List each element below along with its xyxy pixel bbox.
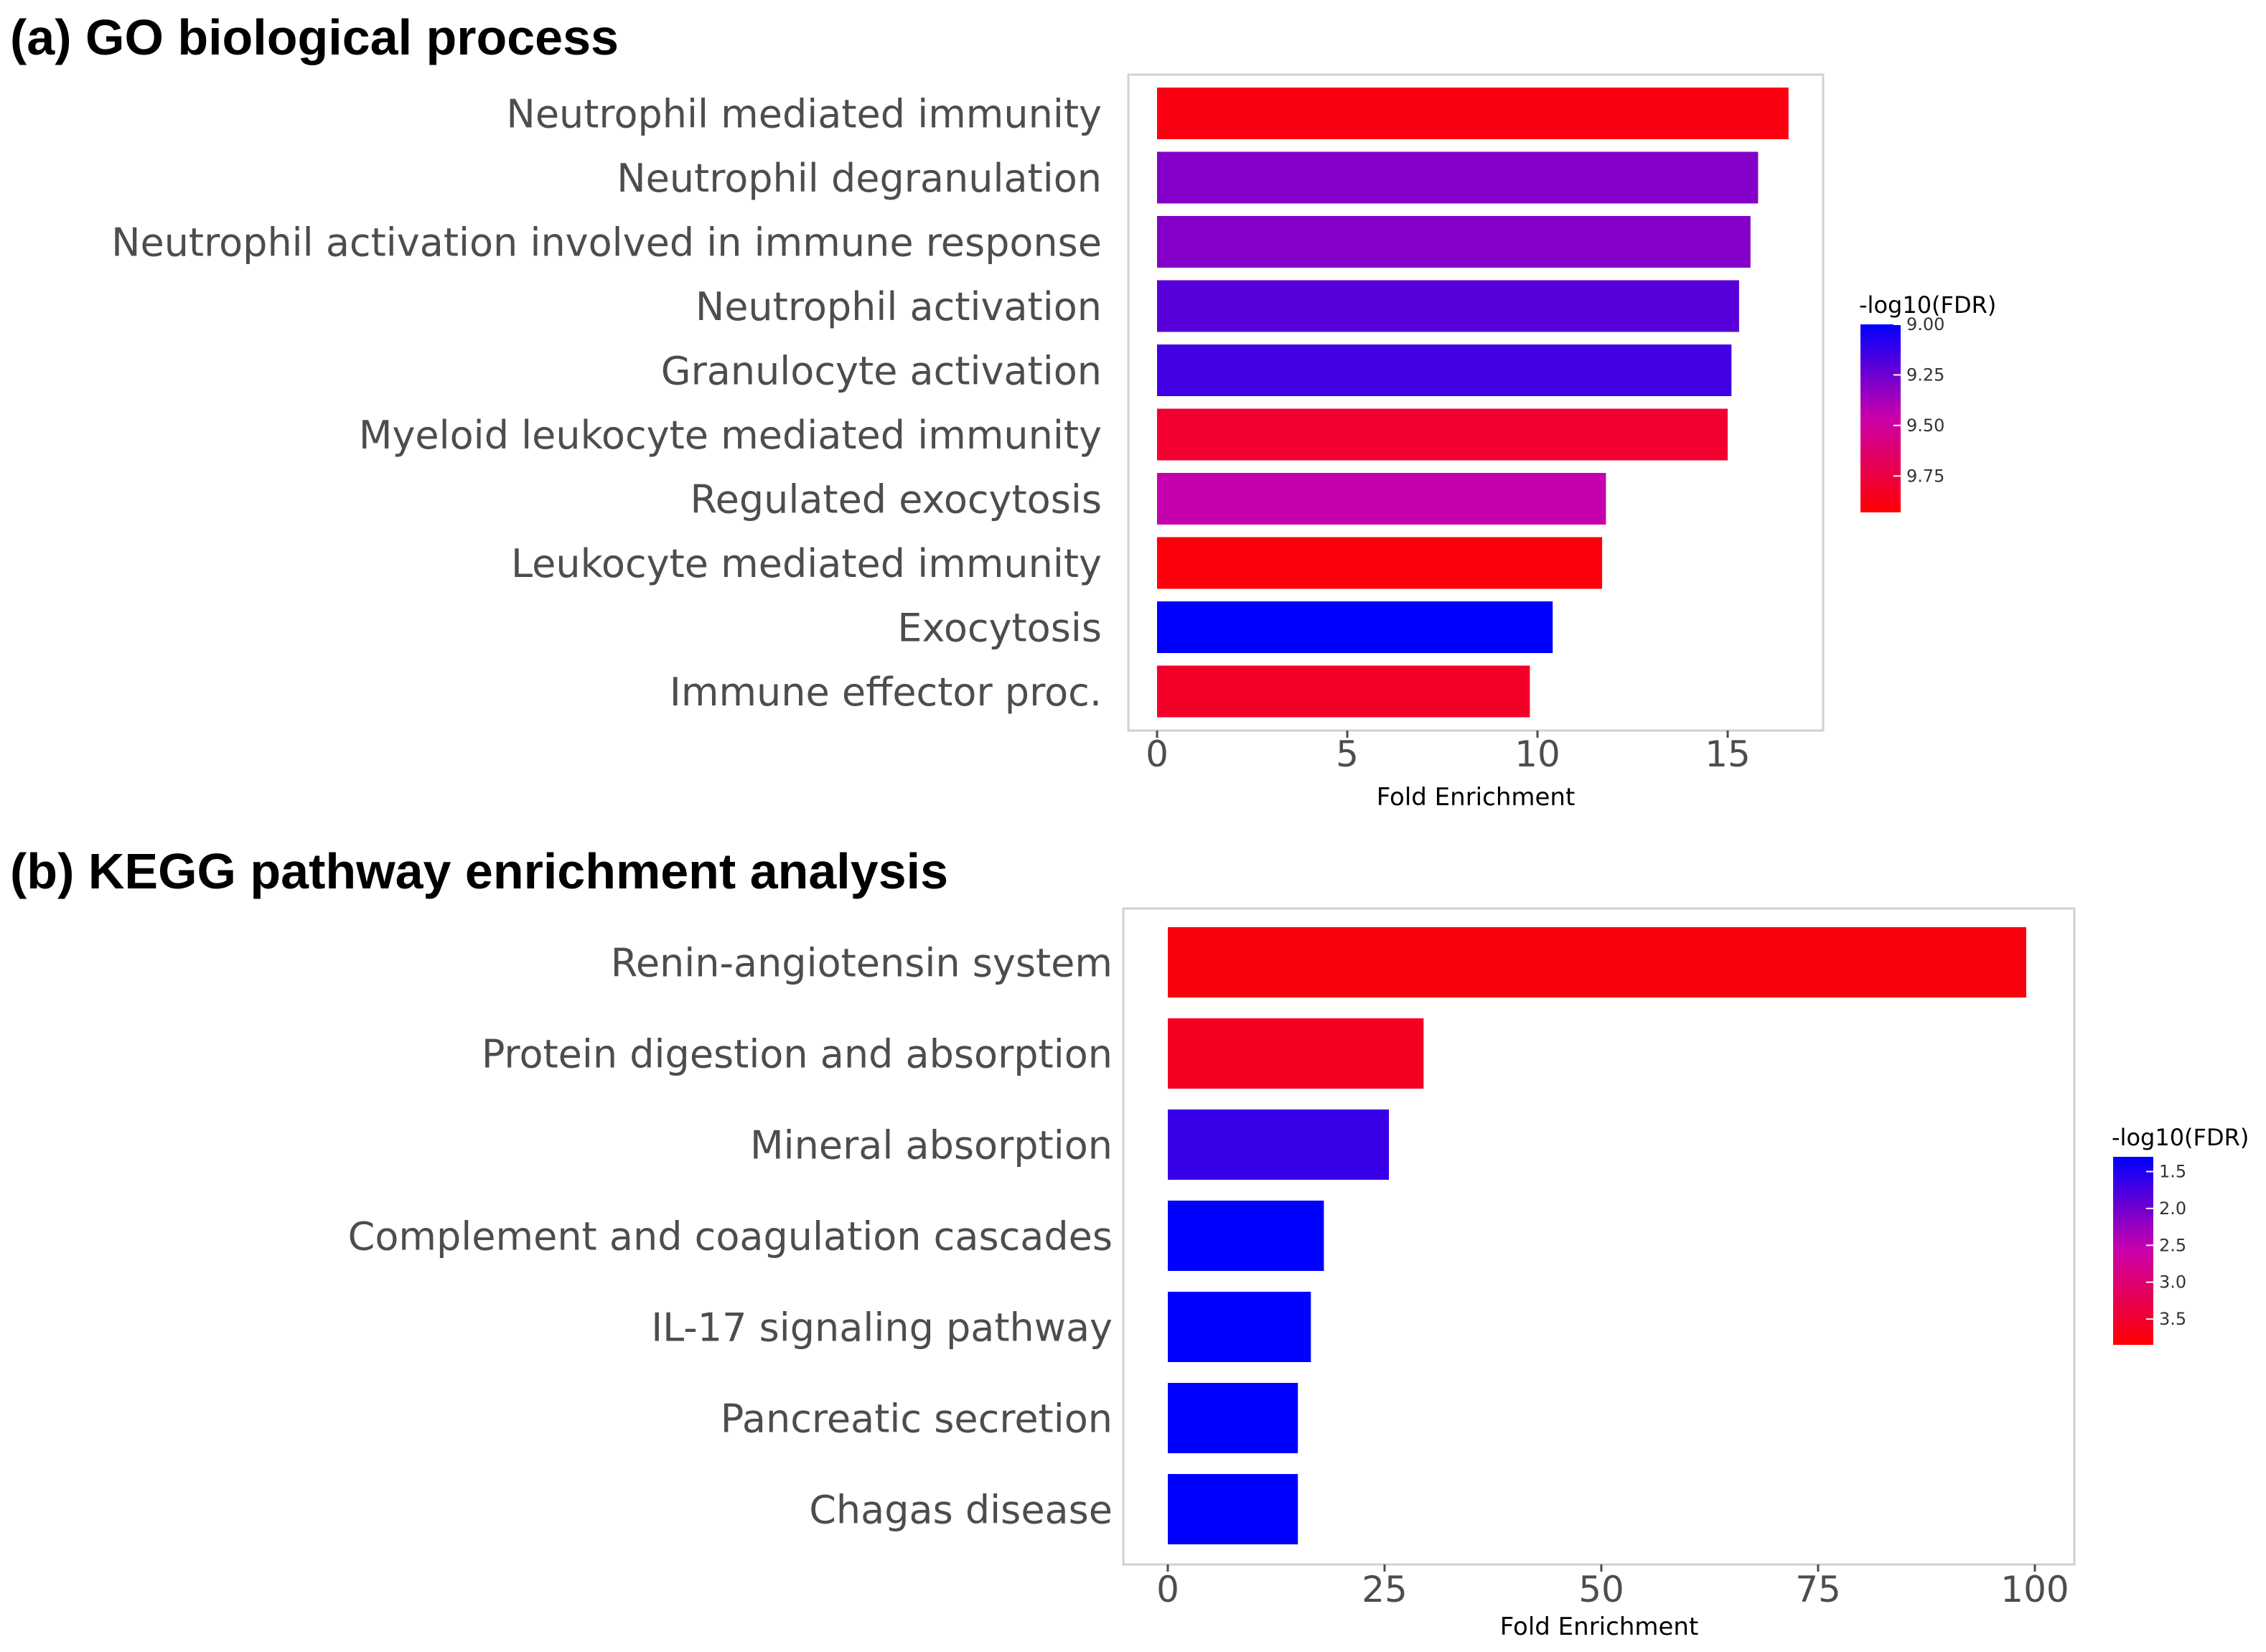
- panel-a-legend-tick-label: 9.25: [1906, 365, 1944, 385]
- panel-b-category-label: Protein digestion and absorption: [482, 1031, 1113, 1076]
- panel-b-legend-tick-label: 1.5: [2159, 1162, 2186, 1182]
- panel-a-bar: [1157, 473, 1606, 525]
- panel-a-category-label: Regulated exocytosis: [690, 477, 1102, 522]
- panel-b-legend-title: -log10(FDR): [2112, 1124, 2249, 1151]
- panel-b-category-label: Mineral absorption: [750, 1122, 1113, 1168]
- panel-b-legend-tick-label: 3.0: [2159, 1272, 2186, 1292]
- panel-a-category-label: Exocytosis: [897, 605, 1102, 650]
- panel-b-category-label: Complement and coagulation cascades: [348, 1214, 1113, 1259]
- panel-b-x-tick-label: 50: [1578, 1569, 1624, 1610]
- panel-a-bar: [1157, 408, 1728, 461]
- panel-a-bar: [1157, 151, 1759, 204]
- panel-a-title: (a) GO biological process: [10, 9, 619, 65]
- panel-a-category-label: Myeloid leukocyte mediated immunity: [359, 413, 1102, 458]
- panel-a-bar: [1157, 344, 1732, 396]
- panel-b-bar: [1168, 1201, 1324, 1271]
- panel-a-bar: [1157, 280, 1739, 332]
- panel-a-x-tick-label: 10: [1514, 733, 1560, 775]
- panel-b-bar: [1168, 1474, 1298, 1544]
- panel-kegg-pathway: (b) KEGG pathway enrichment analysis Ren…: [10, 843, 2249, 1641]
- panel-b-category-labels: Renin-angiotensin system Protein digestio…: [348, 940, 1113, 1532]
- panel-a-x-tick-label: 0: [1146, 733, 1169, 775]
- panel-a-legend-ticks: 9.00 9.25 9.50 9.75: [1893, 314, 1944, 486]
- panel-b-legend-tick-label: 2.5: [2159, 1235, 2186, 1255]
- panel-b-x-axis: 0 25 50 75 100: [1156, 1564, 2069, 1610]
- panel-b-category-label: Chagas disease: [809, 1487, 1113, 1532]
- panel-a-legend-tick-label: 9.75: [1906, 466, 1944, 486]
- panel-a-bar: [1157, 537, 1603, 589]
- panel-b-x-axis-title: Fold Enrichment: [1500, 1613, 1699, 1641]
- panel-a-plot-border: [1127, 73, 1825, 732]
- panel-b-bars: [1168, 927, 2026, 1544]
- panel-a-legend-tick-label: 9.00: [1906, 314, 1944, 334]
- panel-b-category-label: Renin-angiotensin system: [611, 940, 1113, 985]
- panel-a-category-label: Leukocyte mediated immunity: [511, 541, 1102, 586]
- panel-b-x-tick-label: 100: [2000, 1569, 2069, 1610]
- panel-a-category-label: Neutrophil mediated immunity: [506, 91, 1102, 136]
- panel-a-bar: [1157, 665, 1530, 718]
- panel-a-bar: [1157, 216, 1751, 268]
- panel-a-bar: [1157, 601, 1553, 653]
- panel-a-legend-title: -log10(FDR): [1859, 291, 1996, 319]
- panel-b-x-tick-label: 0: [1156, 1569, 1179, 1610]
- panel-a-category-label: Neutrophil degranulation: [617, 156, 1102, 201]
- panel-a-bars: [1157, 88, 1789, 718]
- panel-b-legend-colorbar: [2113, 1157, 2153, 1345]
- panel-b-category-label: Pancreatic secretion: [721, 1396, 1113, 1441]
- panel-b-title: (b) KEGG pathway enrichment analysis: [10, 843, 948, 899]
- panel-b-x-tick-label: 75: [1795, 1569, 1841, 1610]
- panel-b-bar: [1168, 1109, 1390, 1180]
- panel-a-bar: [1157, 88, 1789, 139]
- panel-a-x-tick-label: 15: [1705, 733, 1751, 775]
- panel-a-category-labels: Neutrophil mediated immunity Neutrophil d…: [111, 91, 1102, 715]
- panel-b-category-label: IL-17 signaling pathway: [651, 1305, 1113, 1350]
- panel-a-category-label: Neutrophil activation: [696, 284, 1102, 329]
- panel-a-x-axis: 0 5 10 15: [1146, 731, 1751, 775]
- panel-a-category-label: Neutrophil activation involved in immune…: [111, 220, 1102, 265]
- panel-b-legend-tick-label: 2.0: [2159, 1198, 2186, 1219]
- panel-a-category-label: Granulocyte activation: [661, 348, 1102, 393]
- panel-b-bar: [1168, 1383, 1298, 1453]
- panel-go-biological-process: (a) GO biological process Neutrophil med…: [10, 9, 1996, 812]
- panel-b-color-legend: -log10(FDR) 1.5 2.0 2.5 3.0 3.5: [2112, 1124, 2249, 1345]
- panel-b-bar: [1168, 1292, 1311, 1362]
- panel-b-plot-border: [1122, 907, 2076, 1566]
- panel-a-x-axis-title: Fold Enrichment: [1377, 783, 1576, 812]
- panel-b-x-tick-label: 25: [1362, 1569, 1408, 1610]
- panel-a-legend-colorbar: [1860, 324, 1901, 512]
- panel-a-color-legend: -log10(FDR) 9.00 9.25 9.50 9.75: [1859, 291, 1996, 512]
- panel-b-legend-ticks: 1.5 2.0 2.5 3.0 3.5: [2146, 1162, 2186, 1329]
- panel-b-bar: [1168, 1018, 1424, 1089]
- panel-b-legend-tick-label: 3.5: [2159, 1309, 2186, 1329]
- panel-a-x-tick-label: 5: [1336, 733, 1359, 775]
- panel-a-legend-tick-label: 9.50: [1906, 416, 1944, 436]
- panel-a-category-label: Immune effector proc.: [670, 670, 1102, 715]
- panel-b-bar: [1168, 927, 2026, 998]
